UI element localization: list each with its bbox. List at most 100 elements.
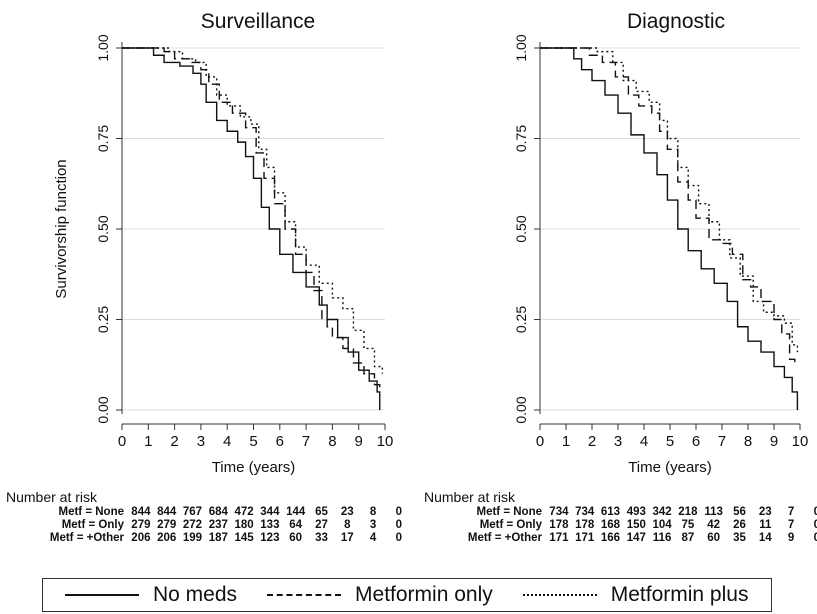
- x-tick-label: 6: [276, 433, 284, 450]
- risk-count: 35: [733, 532, 746, 544]
- risk-count: 279: [157, 519, 177, 531]
- x-tick-label: 7: [718, 433, 726, 450]
- risk-count: 123: [260, 532, 280, 544]
- risk-count: 767: [182, 506, 203, 518]
- risk-row-values: 178 178 168 150 104 75 42 26 11 7 0: [546, 519, 817, 532]
- x-tick-label: 4: [640, 433, 648, 450]
- y-tick-label: 0.50: [513, 215, 529, 242]
- x-tick-label: 1: [562, 433, 570, 450]
- risk-count: 33: [315, 532, 328, 544]
- risk-count: 166: [600, 532, 621, 544]
- risk-count: 844: [157, 506, 177, 518]
- risk-count: 60: [707, 532, 721, 544]
- risk-row-none: Metf = None 844 844 767 684 472 344 144 65 23 8 0: [6, 506, 412, 519]
- x-tick-label: 2: [170, 433, 178, 450]
- risk-count: 150: [626, 519, 646, 531]
- legend-swatch-dotted: [522, 594, 597, 596]
- risk-count: 11: [759, 519, 772, 531]
- risk-count: 23: [340, 506, 354, 518]
- x-tick-label: 6: [692, 433, 700, 450]
- y-tick-label: 0.00: [95, 396, 111, 423]
- risk-count: 342: [652, 506, 672, 518]
- chart-title: Diagnostic: [627, 10, 725, 33]
- legend: No meds Metformin only Metformin plus: [42, 578, 772, 612]
- legend-label: Metformin plus: [610, 583, 749, 606]
- risk-table-title: Number at risk: [424, 489, 516, 505]
- risk-count: 272: [182, 519, 203, 531]
- x-tick-label: 7: [302, 433, 310, 450]
- risk-count: 116: [652, 532, 672, 544]
- risk-count: 64: [289, 519, 303, 531]
- risk-count: 8: [344, 519, 351, 531]
- series-line-dotted: [122, 47, 384, 374]
- risk-count: 0: [395, 506, 403, 518]
- y-tick-label: 0.25: [513, 306, 529, 333]
- risk-count: 180: [234, 519, 254, 531]
- x-tick-label: 8: [328, 433, 336, 450]
- risk-count: 145: [234, 532, 254, 544]
- y-tick-label: 1.00: [95, 34, 111, 61]
- risk-count: 17: [340, 532, 354, 544]
- x-axis-label: Time (years): [628, 459, 712, 476]
- risk-count: 0: [813, 519, 817, 531]
- risk-count: 75: [681, 519, 695, 531]
- x-tick-label: 2: [588, 433, 596, 450]
- series-line-solid: [540, 47, 799, 410]
- x-tick-label: 1: [144, 433, 152, 450]
- x-tick-label: 10: [377, 433, 394, 450]
- risk-row-only: Metf = Only 178 178 168 150 104 75 42 26 11 7 0: [424, 519, 817, 532]
- risk-count: 344: [260, 506, 280, 518]
- risk-count: 237: [208, 519, 228, 531]
- surveillance-chart: Surveillance 0.00 0.25 0.50 0.75 1.00 0 1 2 3 4 5 6 7…: [53, 10, 393, 476]
- legend-label: No meds: [153, 583, 238, 606]
- risk-count: 279: [131, 519, 151, 531]
- risk-count: 14: [758, 532, 772, 544]
- series-line-dashed: [122, 47, 381, 392]
- risk-count: 493: [626, 506, 646, 518]
- risk-row-values: 171 171 166 147 116 87 60 35 14 9 0: [546, 532, 817, 545]
- y-tick-label: 0.00: [513, 396, 529, 423]
- risk-count: 26: [733, 519, 746, 531]
- y-tick-label: 0.75: [95, 125, 111, 152]
- risk-row-values: 279 279 272 237 180 133 64 27 8 3 0: [128, 519, 412, 532]
- risk-table-diagnostic: Number at risk Metf = None 734 734 613 493 3…: [424, 489, 817, 545]
- risk-count: 171: [575, 532, 595, 544]
- risk-count: 844: [131, 506, 151, 518]
- legend-item-metformin-only: Metformin only: [267, 583, 493, 607]
- risk-row-values: 206 206 199 187 145 123 60 33 17 4 0: [128, 532, 412, 545]
- risk-count: 104: [652, 519, 672, 531]
- risk-count: 42: [707, 519, 721, 531]
- legend-swatch-dashed: [267, 594, 342, 596]
- x-tick-label: 0: [118, 433, 126, 450]
- y-tick-label: 0.75: [513, 125, 529, 152]
- risk-row-values: 734 734 613 493 342 218 113 56 23 7 0: [546, 506, 817, 519]
- risk-count: 178: [575, 519, 595, 531]
- risk-count: 65: [315, 506, 328, 518]
- series-line-dashed: [540, 47, 796, 363]
- risk-count: 27: [315, 519, 328, 531]
- x-tick-label: 9: [770, 433, 778, 450]
- risk-row-label: Metf = Only: [479, 519, 542, 531]
- y-axis-label: Survivorship function: [53, 159, 70, 298]
- risk-count: 0: [395, 532, 403, 544]
- risk-count: 734: [549, 506, 569, 518]
- diagnostic-chart: Diagnostic 0.00 0.25 0.50 0.75 1.00 0 1 2 3 4 5 6 7 8 9…: [513, 10, 808, 476]
- x-tick-label: 5: [249, 433, 257, 450]
- risk-count: 171: [549, 532, 569, 544]
- x-tick-label: 3: [614, 433, 622, 450]
- risk-row-label: Metf = Only: [61, 519, 124, 531]
- risk-row-label: Metf = +Other: [467, 532, 542, 544]
- risk-count: 87: [681, 532, 695, 544]
- x-tick-label: 3: [197, 433, 205, 450]
- x-tick-label: 9: [355, 433, 363, 450]
- risk-row-other: Metf = +Other 206 206 199 187 145 123 60 33 17 4 0: [6, 532, 412, 545]
- risk-count: 684: [208, 506, 228, 518]
- risk-count: 60: [289, 532, 303, 544]
- risk-count: 472: [234, 506, 254, 518]
- risk-row-label: Metf = None: [476, 506, 543, 518]
- risk-table-surveillance: Number at risk Metf = None 844 844 767 684 4…: [6, 489, 412, 545]
- risk-count: 168: [600, 519, 621, 531]
- x-axis-label: Time (years): [212, 459, 296, 476]
- x-tick-label: 5: [666, 433, 674, 450]
